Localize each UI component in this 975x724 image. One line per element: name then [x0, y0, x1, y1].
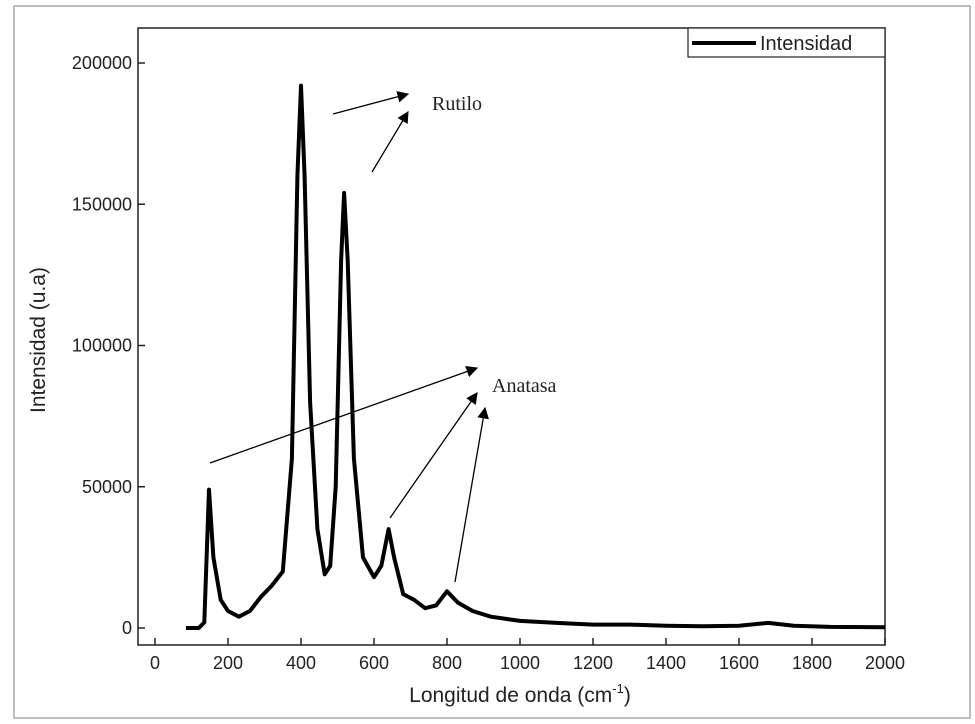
x-tick-label: 1600 — [719, 653, 759, 673]
plot-area — [137, 27, 886, 646]
legend-label: Intensidad — [760, 33, 852, 55]
arrow — [371, 110, 409, 173]
y-tick-label: 200000 — [72, 53, 132, 73]
y-tick-label: 150000 — [72, 194, 132, 214]
frame — [13, 5, 971, 719]
y-tick-label: 50000 — [82, 477, 132, 497]
x-axis-label-sup: -1 — [612, 681, 624, 696]
data-line — [186, 83, 886, 630]
arrows — [209, 91, 489, 583]
arrow — [389, 392, 478, 519]
arrow — [332, 91, 410, 115]
x-tick-label: 800 — [432, 653, 462, 673]
x-tick-label: 600 — [359, 653, 389, 673]
y-tick-label: 100000 — [72, 336, 132, 356]
x-tick-label: 1000 — [500, 653, 540, 673]
x-tick-label: 1400 — [646, 653, 686, 673]
y-tick-label: 0 — [122, 618, 132, 638]
annotation: Rutilo — [432, 93, 482, 115]
x-tick-label: 400 — [286, 653, 316, 673]
x-tick-label: 1800 — [792, 653, 832, 673]
x-axis-label: Longitud de onda (cm-1) — [409, 681, 631, 707]
arrow — [209, 366, 479, 464]
x-tick-label: 2000 — [865, 653, 905, 673]
x-axis-label-main: Longitud de onda (cm — [409, 684, 612, 707]
x-tick-label: 1200 — [573, 653, 613, 673]
x-axis-label-end: ) — [624, 684, 631, 707]
x-tick-label: 0 — [150, 653, 160, 673]
x-tick-label: 200 — [213, 653, 243, 673]
arrow — [454, 406, 489, 583]
y-axis-label: Intensidad (u.a) — [27, 267, 50, 413]
annotation: Anatasa — [492, 375, 557, 397]
